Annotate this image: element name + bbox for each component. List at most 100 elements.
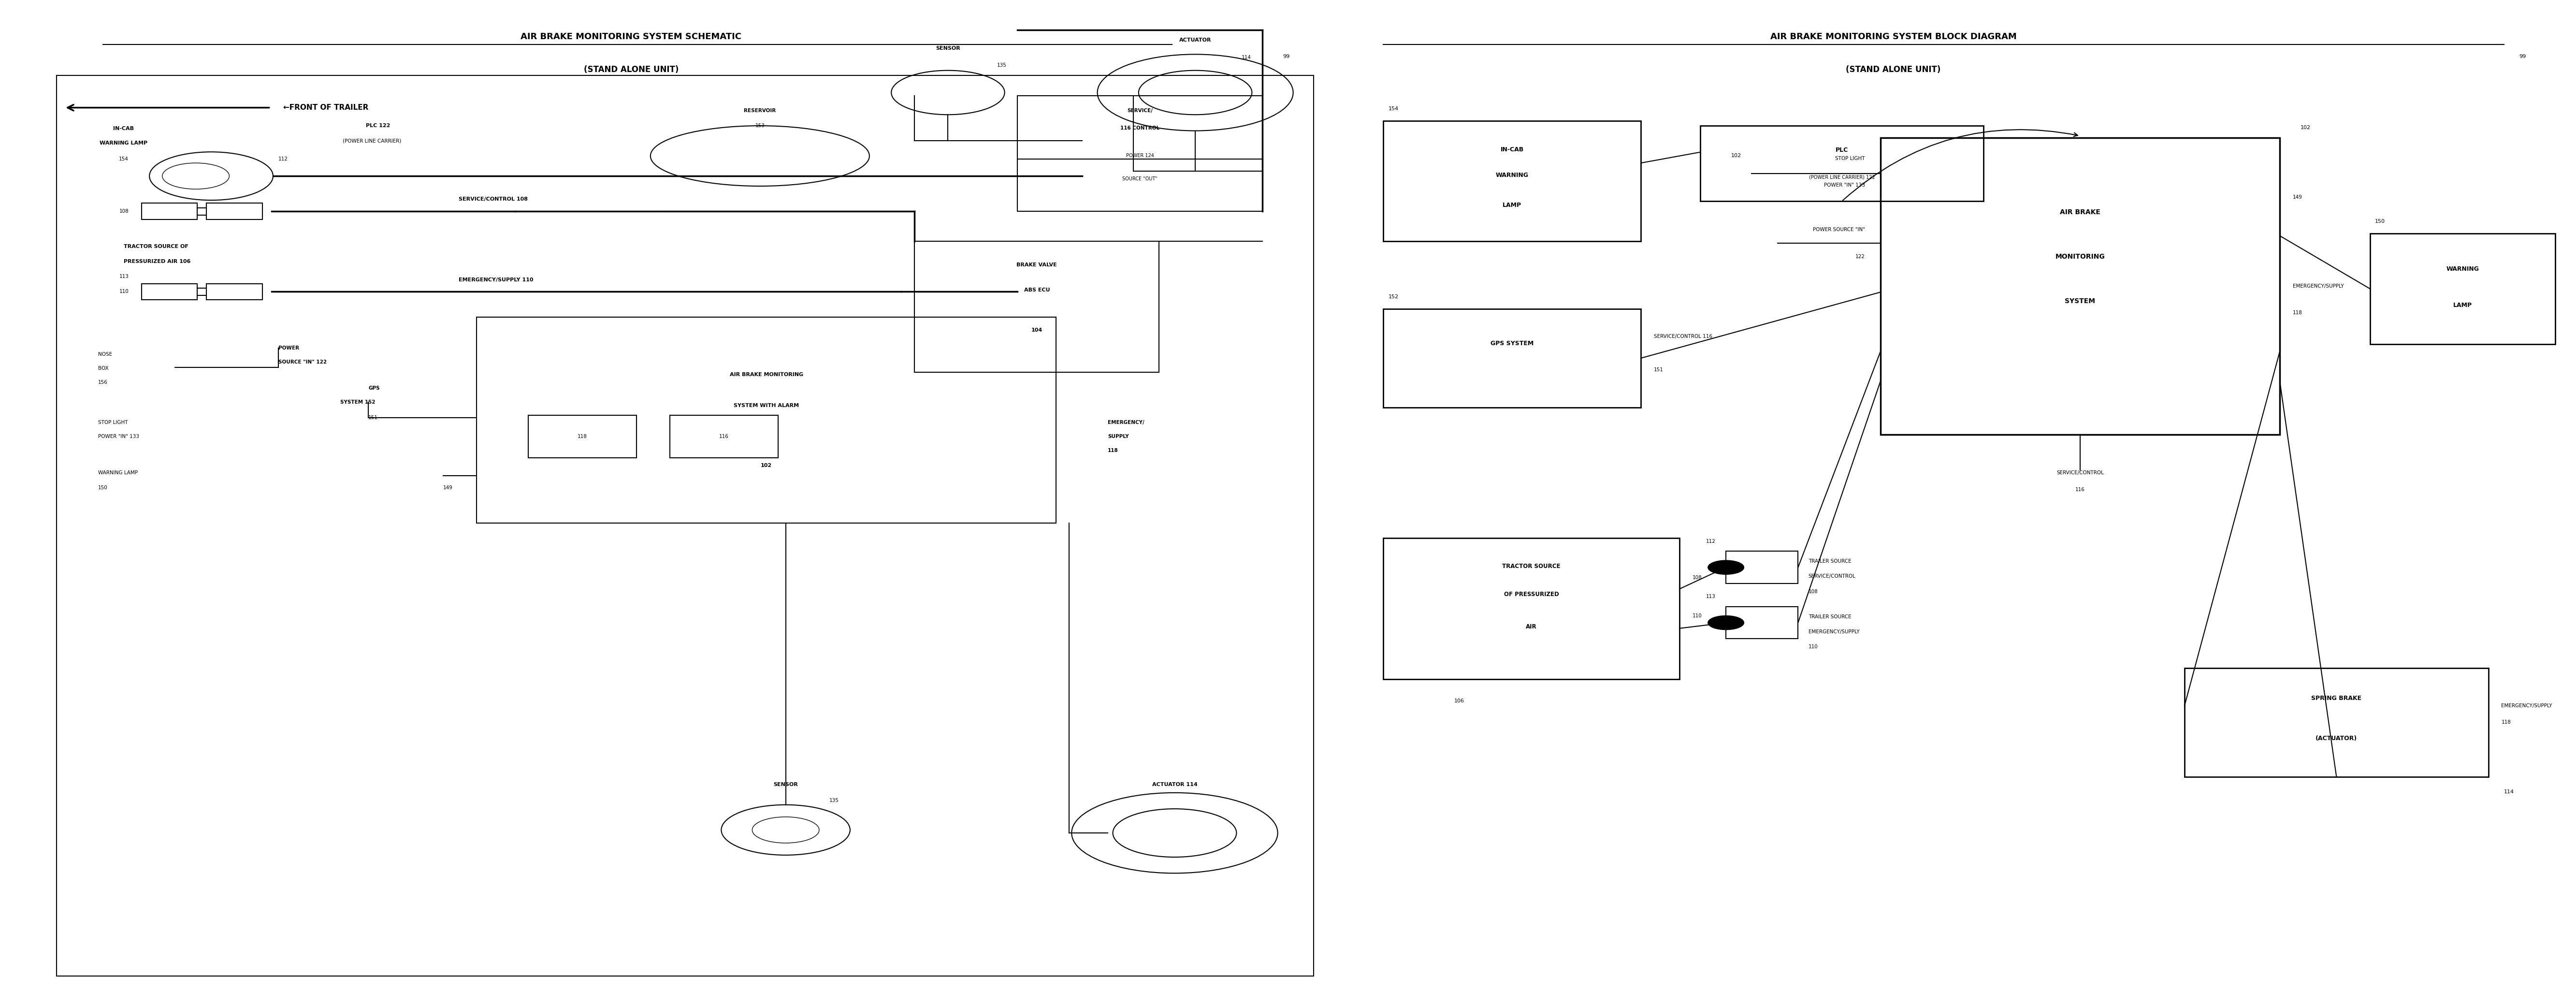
Bar bbox=[914, 241, 1159, 372]
Text: 156: 156 bbox=[98, 380, 108, 384]
Bar bbox=[142, 203, 198, 219]
Text: 149: 149 bbox=[2293, 195, 2303, 199]
Text: SYSTEM: SYSTEM bbox=[2066, 298, 2094, 305]
Text: TRAILER SOURCE: TRAILER SOURCE bbox=[1808, 559, 1852, 563]
Text: SERVICE/CONTROL: SERVICE/CONTROL bbox=[1808, 574, 1855, 578]
Text: LAMP: LAMP bbox=[1502, 202, 1522, 208]
Text: PRESSURIZED AIR 106: PRESSURIZED AIR 106 bbox=[124, 260, 191, 264]
Text: RESERVOIR: RESERVOIR bbox=[744, 109, 775, 113]
Text: STOP LIGHT: STOP LIGHT bbox=[98, 421, 129, 425]
Text: (ACTUATOR): (ACTUATOR) bbox=[2316, 735, 2357, 741]
Text: 102: 102 bbox=[1731, 153, 1741, 158]
Text: 118: 118 bbox=[577, 435, 587, 439]
Text: EMERGENCY/SUPPLY: EMERGENCY/SUPPLY bbox=[1808, 630, 1860, 634]
Text: IN-CAB: IN-CAB bbox=[1499, 147, 1525, 153]
Text: ←FRONT OF TRAILER: ←FRONT OF TRAILER bbox=[283, 104, 368, 112]
Text: BRAKE VALVE: BRAKE VALVE bbox=[1018, 263, 1056, 268]
Text: ACTUATOR: ACTUATOR bbox=[1180, 38, 1211, 42]
Bar bbox=[1880, 138, 2280, 435]
Text: 113: 113 bbox=[1705, 595, 1716, 599]
Bar bbox=[1383, 121, 1641, 241]
Text: (STAND ALONE UNIT): (STAND ALONE UNIT) bbox=[1847, 65, 1940, 74]
Text: 122: 122 bbox=[1855, 255, 1865, 259]
Bar bbox=[477, 317, 1056, 523]
Text: SERVICE/CONTROL 116: SERVICE/CONTROL 116 bbox=[1654, 334, 1713, 339]
Bar bbox=[1383, 309, 1641, 407]
Text: SENSOR: SENSOR bbox=[935, 46, 961, 50]
Text: MONITORING: MONITORING bbox=[2056, 254, 2105, 260]
Text: (POWER LINE CARRIER): (POWER LINE CARRIER) bbox=[343, 139, 402, 143]
Text: SENSOR: SENSOR bbox=[773, 783, 799, 787]
Text: 118: 118 bbox=[1108, 449, 1118, 453]
Text: ACTUATOR 114: ACTUATOR 114 bbox=[1151, 783, 1198, 787]
Text: TRAILER SOURCE: TRAILER SOURCE bbox=[1808, 615, 1852, 619]
Bar bbox=[2370, 233, 2555, 344]
Bar bbox=[1726, 551, 1798, 583]
Bar bbox=[57, 75, 1314, 976]
Bar bbox=[1018, 96, 1262, 211]
Text: 106: 106 bbox=[1453, 699, 1463, 703]
Text: EMERGENCY/SUPPLY: EMERGENCY/SUPPLY bbox=[2501, 703, 2553, 708]
Circle shape bbox=[1708, 616, 1744, 630]
Text: GPS: GPS bbox=[368, 386, 379, 390]
Text: AIR: AIR bbox=[1525, 624, 1538, 630]
Text: TRACTOR SOURCE: TRACTOR SOURCE bbox=[1502, 563, 1561, 569]
Text: 135: 135 bbox=[997, 63, 1007, 67]
Text: SERVICE/: SERVICE/ bbox=[1128, 109, 1151, 113]
Text: (POWER LINE CARRIER) 122: (POWER LINE CARRIER) 122 bbox=[1808, 175, 1875, 179]
Text: SERVICE/CONTROL: SERVICE/CONTROL bbox=[2056, 471, 2105, 475]
Text: 150: 150 bbox=[98, 486, 108, 490]
Text: AIR BRAKE: AIR BRAKE bbox=[2061, 208, 2099, 215]
Text: OF PRESSURIZED: OF PRESSURIZED bbox=[1504, 592, 1558, 598]
Text: SYSTEM 152: SYSTEM 152 bbox=[340, 400, 376, 404]
Text: STOP LIGHT: STOP LIGHT bbox=[1834, 156, 1865, 161]
Text: 118: 118 bbox=[2293, 311, 2303, 315]
Text: AIR BRAKE MONITORING SYSTEM BLOCK DIAGRAM: AIR BRAKE MONITORING SYSTEM BLOCK DIAGRA… bbox=[1770, 32, 2017, 41]
Text: 154: 154 bbox=[1388, 107, 1399, 111]
Text: 99: 99 bbox=[1283, 54, 1291, 58]
Bar bbox=[1700, 126, 1984, 201]
Text: 104: 104 bbox=[1030, 328, 1043, 333]
Text: EMERGENCY/SUPPLY: EMERGENCY/SUPPLY bbox=[2293, 284, 2344, 289]
Text: TRACTOR SOURCE OF: TRACTOR SOURCE OF bbox=[124, 244, 188, 248]
Text: SPRING BRAKE: SPRING BRAKE bbox=[2311, 695, 2362, 701]
Text: 116 CONTROL: 116 CONTROL bbox=[1121, 126, 1159, 131]
Text: 102: 102 bbox=[760, 463, 773, 468]
Text: PLC 122: PLC 122 bbox=[366, 124, 389, 128]
Text: 113: 113 bbox=[118, 275, 129, 279]
Text: 150: 150 bbox=[2375, 219, 2385, 223]
Text: 112: 112 bbox=[1705, 539, 1716, 543]
Text: LAMP: LAMP bbox=[2452, 302, 2473, 309]
Text: 108: 108 bbox=[1808, 590, 1819, 594]
Text: AIR BRAKE MONITORING: AIR BRAKE MONITORING bbox=[729, 372, 804, 377]
Text: BOX: BOX bbox=[98, 366, 108, 370]
Text: POWER 124: POWER 124 bbox=[1126, 153, 1154, 158]
Text: 118: 118 bbox=[2501, 720, 2512, 724]
Text: WARNING: WARNING bbox=[1497, 172, 1528, 178]
Text: WARNING: WARNING bbox=[2447, 266, 2478, 272]
Text: SOURCE "IN" 122: SOURCE "IN" 122 bbox=[278, 360, 327, 364]
Text: EMERGENCY/SUPPLY 110: EMERGENCY/SUPPLY 110 bbox=[459, 278, 533, 282]
Text: WARNING LAMP: WARNING LAMP bbox=[98, 471, 137, 475]
Text: 108: 108 bbox=[118, 209, 129, 213]
Text: 149: 149 bbox=[443, 486, 453, 490]
Text: 99: 99 bbox=[2519, 54, 2527, 58]
Text: POWER "IN" 133: POWER "IN" 133 bbox=[1824, 183, 1865, 188]
Circle shape bbox=[1708, 560, 1744, 574]
Text: GPS SYSTEM: GPS SYSTEM bbox=[1492, 340, 1533, 346]
Bar bbox=[528, 415, 636, 458]
Text: PLC: PLC bbox=[1837, 147, 1847, 153]
Bar bbox=[670, 415, 778, 458]
Bar bbox=[142, 284, 198, 300]
Text: 102: 102 bbox=[2300, 126, 2311, 130]
Text: AIR BRAKE MONITORING SYSTEM SCHEMATIC: AIR BRAKE MONITORING SYSTEM SCHEMATIC bbox=[520, 32, 742, 41]
Text: 110: 110 bbox=[1692, 614, 1703, 618]
Text: SERVICE/CONTROL 108: SERVICE/CONTROL 108 bbox=[459, 197, 528, 201]
Bar bbox=[206, 203, 263, 219]
Text: 110: 110 bbox=[1808, 645, 1819, 649]
Text: POWER "IN" 133: POWER "IN" 133 bbox=[98, 435, 139, 439]
Bar bbox=[1383, 538, 1680, 679]
Text: POWER: POWER bbox=[278, 346, 299, 350]
Text: (STAND ALONE UNIT): (STAND ALONE UNIT) bbox=[585, 65, 677, 74]
Text: POWER SOURCE "IN": POWER SOURCE "IN" bbox=[1814, 227, 1865, 232]
